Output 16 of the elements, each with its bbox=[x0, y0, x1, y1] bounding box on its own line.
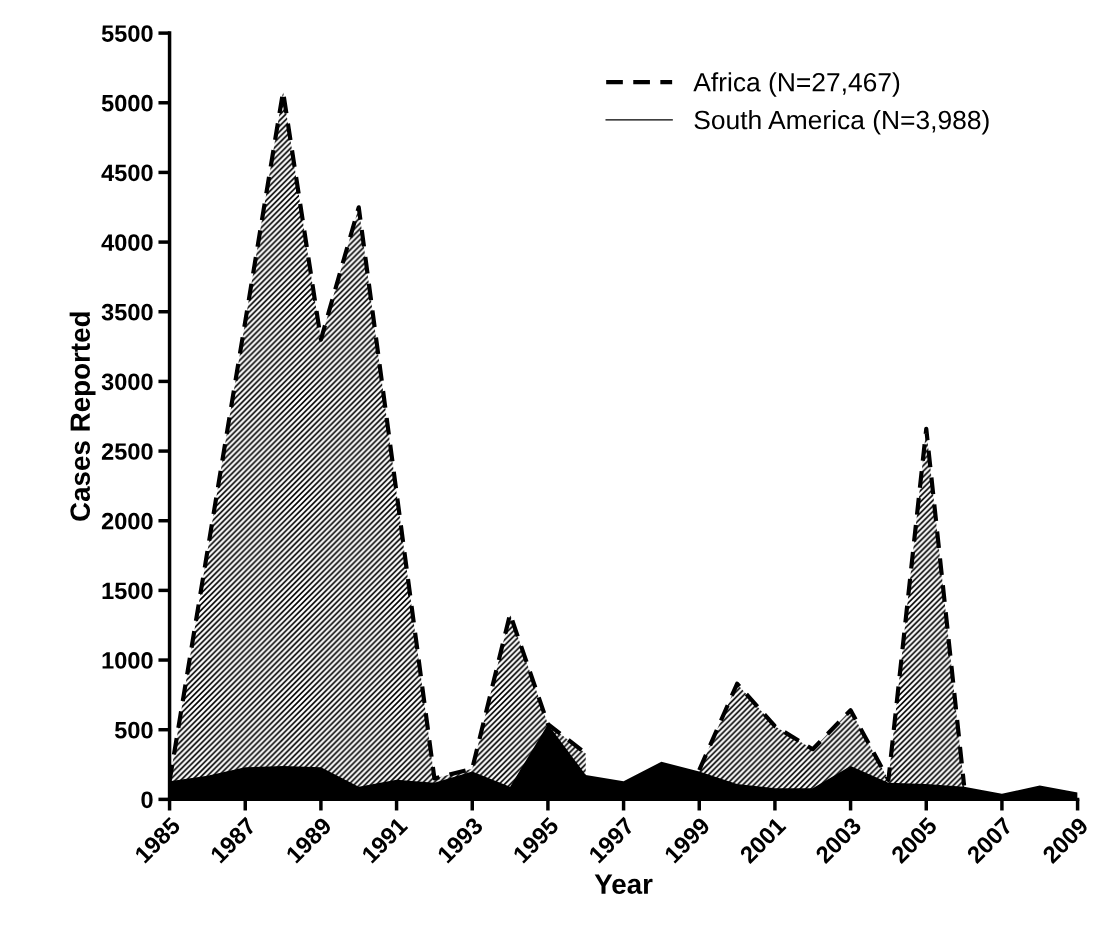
y-tick-label: 5000 bbox=[101, 94, 153, 112]
y-tick-label: 3500 bbox=[101, 303, 153, 321]
y-tick-label: 1000 bbox=[102, 652, 153, 669]
x-axis-title: Year bbox=[594, 874, 653, 894]
y-tick-label: 500 bbox=[114, 721, 153, 739]
y-tick-label: 1500 bbox=[102, 582, 153, 600]
y-tick-label: 2500 bbox=[101, 443, 153, 460]
y-tick-label: 4500 bbox=[101, 164, 153, 182]
y-axis-title: Cases Reported bbox=[69, 312, 96, 521]
y-tick-label: 2000 bbox=[101, 512, 153, 530]
y-tick-label: 4000 bbox=[101, 234, 153, 251]
legend-label: Africa (N=27,467) bbox=[693, 72, 900, 97]
y-tick-label: 5500 bbox=[101, 25, 153, 42]
legend-label: South America (N=3,988) bbox=[694, 109, 989, 135]
y-tick-label: 0 bbox=[141, 791, 153, 809]
y-tick-label: 3000 bbox=[101, 373, 153, 391]
